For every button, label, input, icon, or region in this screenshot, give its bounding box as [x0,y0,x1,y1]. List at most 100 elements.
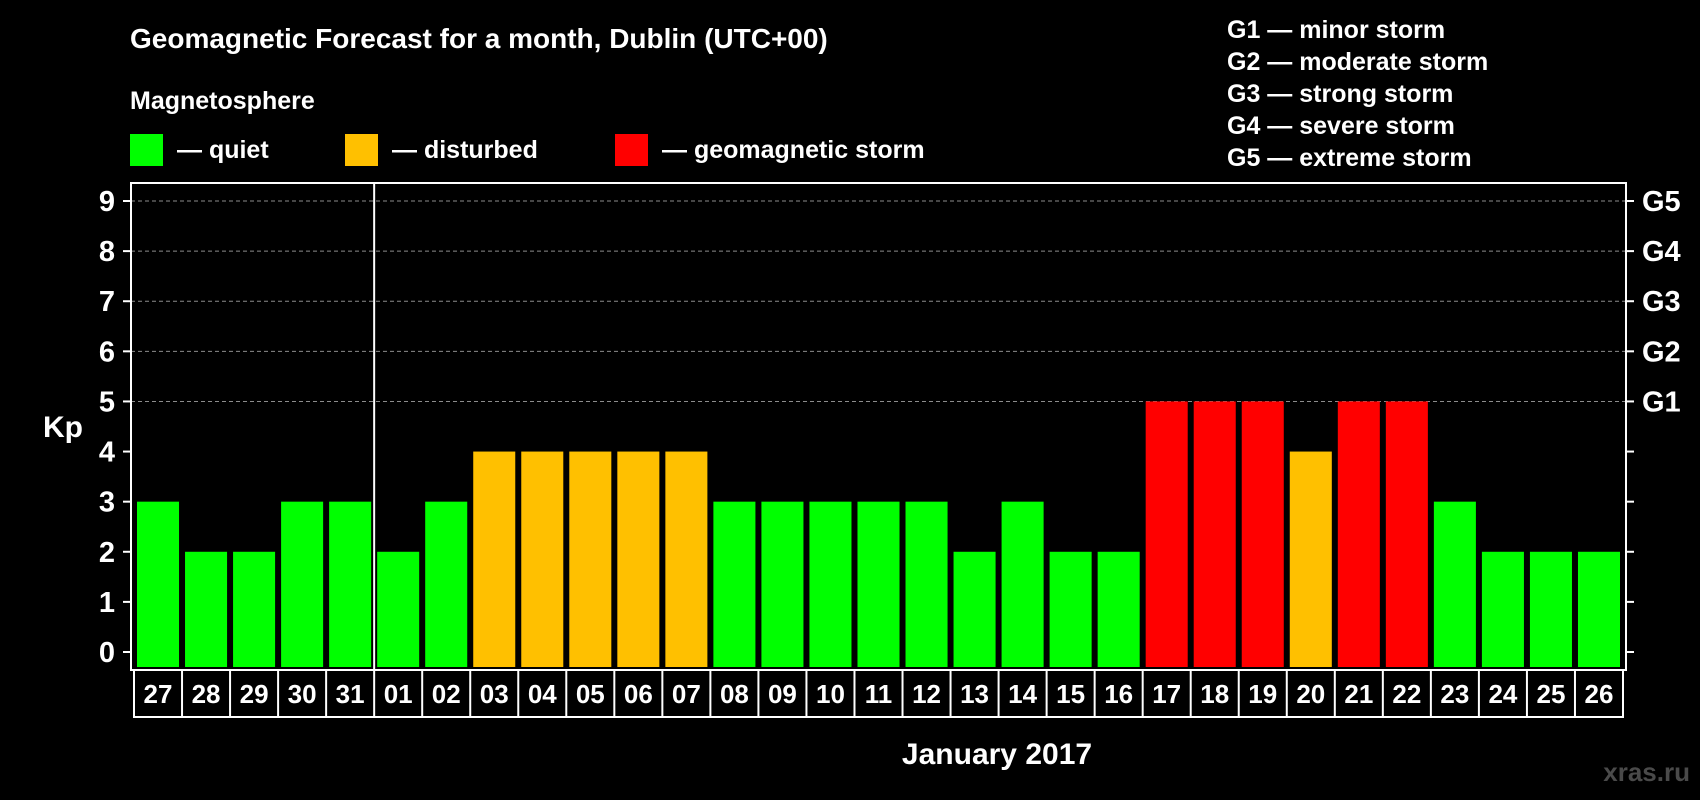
date-label-31: 31 [336,679,365,709]
y-tick-label: 6 [99,336,115,368]
bar-27 [137,501,180,667]
bar-10 [809,501,852,667]
chart-title: Geomagnetic Forecast for a month, Dublin… [130,23,828,54]
date-label-26: 26 [1585,679,1614,709]
right-axis: G1 G2 G3 G4 G5 [1626,186,1681,653]
bar-04 [521,451,564,667]
bar-12 [905,501,948,667]
date-label-23: 23 [1440,679,1469,709]
bar-20 [1289,451,1332,667]
date-label-19: 19 [1248,679,1277,709]
bar-22 [1385,401,1428,667]
storm-scale-legend: G1 — minor storm G2 — moderate storm G3 — … [1227,16,1488,172]
bar-02 [425,501,468,667]
legend-label-quiet: — quiet [177,136,269,164]
bar-28 [185,551,228,667]
date-label-14: 14 [1008,679,1037,709]
y-tick-label: 4 [99,437,115,469]
bar-03 [473,451,516,667]
date-label-01: 01 [384,679,413,709]
date-label-25: 25 [1536,679,1565,709]
date-label-22: 22 [1392,679,1421,709]
date-label-11: 11 [865,679,893,709]
right-tick-label-g5: G5 [1642,186,1681,218]
date-label-24: 24 [1488,679,1517,709]
bar-08 [713,501,756,667]
bar-15 [1049,551,1092,667]
legend-title: Magnetosphere [130,87,315,115]
date-label-09: 09 [768,679,797,709]
bar-16 [1097,551,1140,667]
y-tick-label: 7 [99,286,115,318]
y-axis: 0 1 2 3 4 5 6 7 8 9 [99,186,131,669]
y-tick-label: 9 [99,186,115,218]
y-tick-label: 8 [99,236,115,268]
right-tick-label-g3: G3 [1642,286,1681,318]
date-label-07: 07 [672,679,701,709]
x-axis-label: January 2017 [902,738,1092,771]
date-label-29: 29 [240,679,269,709]
grid-lines [131,200,1626,402]
bar-01 [377,551,420,667]
bar-26 [1577,551,1620,667]
legend-label-disturbed: — disturbed [392,136,538,164]
date-label-12: 12 [912,679,941,709]
bar-18 [1193,401,1236,667]
y-tick-label: 5 [99,386,115,418]
bar-06 [617,451,660,667]
bar-07 [665,451,708,667]
bar-05 [569,451,612,667]
date-label-05: 05 [576,679,605,709]
date-label-21: 21 [1344,679,1373,709]
legend-label-storm: — geomagnetic storm [662,136,925,164]
storm-scale-item: G2 — moderate storm [1227,48,1488,76]
plot-area: 0 1 2 3 4 5 6 7 8 9 G1 G2 G3 G4 G5 [99,182,1681,671]
legend: — quiet — disturbed — geomagnetic storm [130,134,925,166]
date-label-03: 03 [480,679,509,709]
bar-21 [1337,401,1380,667]
date-label-02: 02 [432,679,461,709]
y-tick-label: 1 [99,587,115,619]
bar-19 [1241,401,1284,667]
right-tick-label-g2: G2 [1642,336,1681,368]
date-label-10: 10 [816,679,845,709]
bar-23 [1433,501,1476,667]
date-label-08: 08 [720,679,749,709]
date-label-30: 30 [288,679,317,709]
date-label-04: 04 [528,679,557,709]
right-tick-label-g1: G1 [1642,386,1681,418]
y-axis-label: Kp [43,411,83,444]
watermark: xras.ru [1603,757,1690,787]
bars [137,401,1620,667]
bar-30 [281,501,324,667]
storm-scale-item: G5 — extreme storm [1227,144,1472,172]
bar-13 [953,551,996,667]
bar-24 [1481,551,1524,667]
date-label-20: 20 [1296,679,1325,709]
date-label-06: 06 [624,679,653,709]
bar-29 [233,551,276,667]
bar-09 [761,501,804,667]
storm-scale-item: G4 — severe storm [1227,112,1455,140]
legend-swatch-quiet [130,134,163,166]
bar-11 [857,501,900,667]
date-label-16: 16 [1104,679,1133,709]
bar-17 [1145,401,1188,667]
date-label-13: 13 [960,679,989,709]
date-label-27: 27 [144,679,173,709]
storm-scale-item: G3 — strong storm [1227,80,1453,108]
y-tick-label: 0 [99,637,115,669]
date-label-15: 15 [1056,679,1085,709]
x-axis-date-cells: 27 28 29 30 31 01 02 03 04 05 06 07 08 09 10 11 12 13 14 15… [133,669,1624,718]
bar-25 [1529,551,1572,667]
date-label-28: 28 [192,679,221,709]
right-tick-label-g4: G4 [1642,236,1681,268]
date-label-17: 17 [1152,679,1181,709]
storm-scale-item: G1 — minor storm [1227,16,1445,44]
bar-31 [329,501,372,667]
legend-swatch-storm [615,134,648,166]
date-row-border [133,669,1624,718]
date-label-18: 18 [1200,679,1229,709]
y-tick-label: 2 [99,537,115,569]
